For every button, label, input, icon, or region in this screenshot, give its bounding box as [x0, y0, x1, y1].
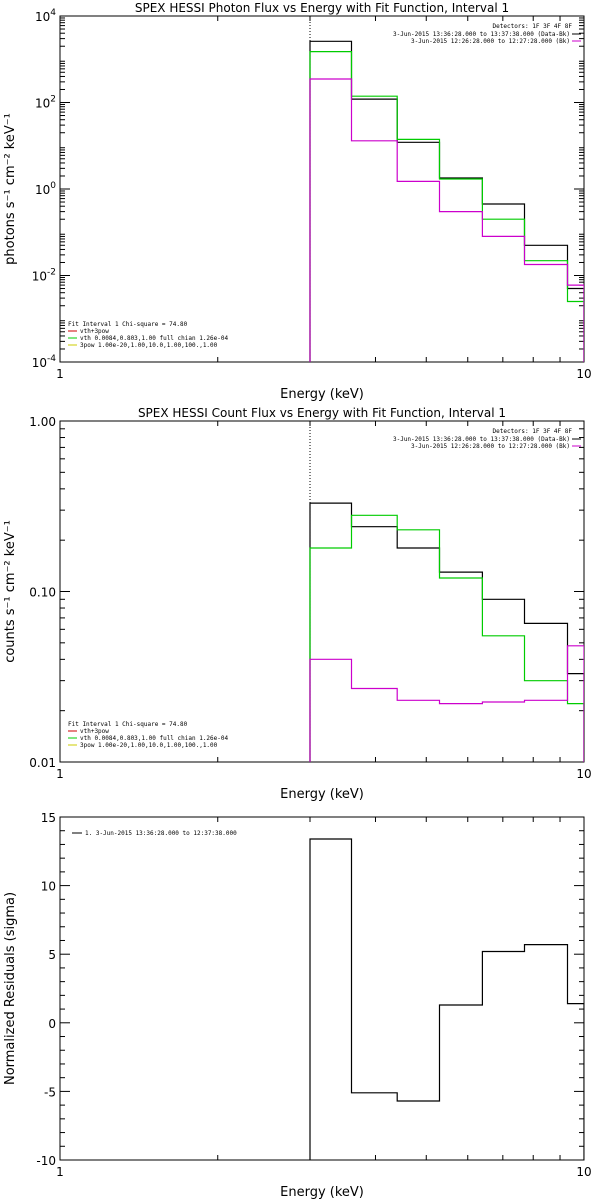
y-tick-label: -10	[36, 1154, 56, 1168]
chart-title: SPEX HESSI Count Flux vs Energy with Fit…	[138, 406, 506, 420]
y-tick-label: 0.01	[29, 756, 56, 770]
legend-entry-label: 1. 3-Jun-2015 13:36:28.000 to 12:37:38.0…	[85, 830, 237, 837]
y-tick-label: 15	[41, 811, 56, 825]
y-axis-label: counts s⁻¹ cm⁻² keV⁻¹	[3, 520, 18, 663]
legend-entry-label: vth 0.0084,0.803,1.00 full chian 1.26e-0…	[80, 735, 228, 742]
legend-entry-label: 3-Jun-2015 13:36:28.000 to 13:37:38.000 …	[393, 31, 570, 38]
y-tick-label: 10-4	[32, 354, 57, 370]
legend-header: Detectors: 1F 3F 4F 8F	[493, 23, 573, 30]
y-tick-label: 100	[35, 181, 56, 197]
y-tick-exponent: 2	[50, 95, 56, 105]
legend-entry-label: 3-Jun-2015 12:26:28.000 to 12:27:28.000 …	[411, 443, 570, 450]
y-tick-exponent: 4	[50, 8, 56, 18]
x-axis-label: Energy (keV)	[280, 387, 364, 402]
y-tick-base: 10	[32, 270, 47, 284]
legend-entry-label: 3pow 1.00e-20,1.00,10.0,1.00,100.,1.00	[80, 742, 218, 749]
y-tick-base: 10	[35, 183, 50, 197]
x-tick-label: 1	[56, 367, 64, 381]
x-tick-label: 10	[576, 367, 591, 381]
chart-panel-3: 1 10 Energy (keV) -10 -5 0 5 10 15 Normalized Res…	[3, 811, 592, 1200]
plot-frame	[59, 15, 585, 363]
plot-frame	[59, 816, 585, 1161]
legend-entry-label: 3-Jun-2015 12:26:28.000 to 12:27:28.000 …	[411, 38, 570, 45]
y-tick-label: 10	[41, 880, 56, 894]
y-axis-label: Normalized Residuals (sigma)	[3, 892, 18, 1085]
series-group	[309, 502, 584, 762]
y-tick-exponent: -2	[47, 268, 56, 278]
x-tick-label: 1	[56, 1165, 64, 1179]
y-tick-label: 5	[48, 948, 56, 962]
y-tick-label: 104	[35, 8, 56, 24]
y-axis-label: photons s⁻¹ cm⁻² keV⁻¹	[3, 113, 18, 265]
x-axis-label: Energy (keV)	[280, 1185, 364, 1200]
legend-entry-label: vth+3pow	[80, 328, 109, 335]
series-line-3	[309, 78, 584, 362]
y-tick-label: 1.00	[29, 415, 56, 429]
chart-title: SPEX HESSI Photon Flux vs Energy with Fi…	[135, 1, 509, 15]
y-tick-base: 10	[32, 356, 47, 370]
plot-frame	[59, 420, 585, 763]
x-tick-label: 1	[56, 767, 64, 781]
series-line-1	[309, 838, 584, 1160]
y-tick-label: 102	[35, 95, 56, 111]
legend-header: Detectors: 1F 3F 4F 8F	[493, 428, 573, 435]
y-tick-label: 0	[48, 1017, 56, 1031]
y-tick-base: 10	[35, 10, 50, 24]
legend-header: Fit Interval 1 Chi-square = 74.80	[68, 721, 188, 728]
x-tick-label: 10	[576, 767, 591, 781]
y-tick-label: 0.10	[29, 586, 56, 600]
legend-header: Fit Interval 1 Chi-square = 74.80	[68, 321, 188, 328]
chart-panel-2: SPEX HESSI Count Flux vs Energy with Fit…	[3, 406, 592, 802]
chart-panel-1: SPEX HESSI Photon Flux vs Energy with Fi…	[3, 1, 592, 402]
x-axis-label: Energy (keV)	[280, 787, 364, 802]
legend-entry-label: vth+3pow	[80, 728, 109, 735]
y-tick-label: 10-2	[32, 268, 56, 284]
series-group	[309, 838, 584, 1160]
series-line-3	[309, 645, 584, 762]
y-tick-base: 10	[35, 97, 50, 111]
legend-entry-label: vth 0.0084,0.803,1.00 full chian 1.26e-0…	[80, 335, 228, 342]
series-line-2	[309, 514, 584, 762]
y-tick-exponent: 0	[50, 181, 56, 191]
legend-entry-label: 3pow 1.00e-20,1.00,10.0,1.00,100.,1.00	[80, 342, 218, 349]
y-tick-exponent: -4	[47, 354, 56, 364]
legend-entry-label: 3-Jun-2015 13:36:28.000 to 13:37:38.000 …	[393, 436, 570, 443]
series-group	[309, 40, 584, 362]
y-tick-label: -5	[44, 1085, 56, 1099]
x-tick-label: 10	[576, 1165, 591, 1179]
